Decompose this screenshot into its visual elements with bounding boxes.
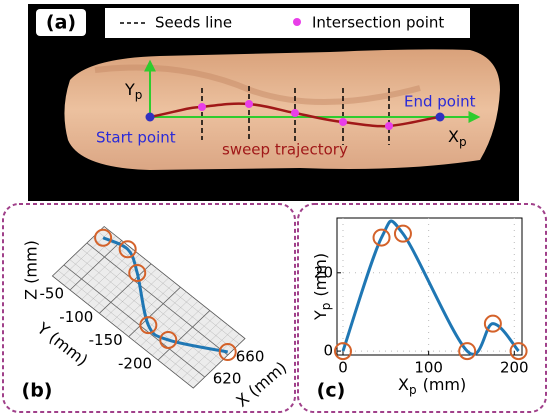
axis-label: Yp (mm): [311, 253, 333, 321]
figure: Seeds line Intersection point (a) Yp Xp …: [0, 0, 549, 416]
y-tick-label: -200: [118, 355, 152, 373]
axis-label-sub: p: [319, 303, 333, 311]
axis-label: Xp (mm): [398, 375, 466, 397]
x-tick-label: 660: [236, 348, 265, 366]
y-tick-label: -150: [89, 331, 123, 349]
start-label: Start point: [96, 129, 176, 147]
axis-label-main: X: [398, 375, 409, 394]
axis-label-main: Y: [311, 310, 330, 321]
legend-label: Seeds line: [155, 14, 232, 32]
end-label: End point: [404, 93, 476, 111]
y-tick-label: -50: [40, 285, 65, 303]
y-tick-label: 0: [323, 342, 333, 360]
panel-label: (b): [22, 380, 53, 402]
panel-label: (c): [317, 380, 346, 402]
axis-label-sub: p: [459, 135, 467, 149]
x-tick-label: 200: [500, 359, 529, 377]
axis-label-main: Y: [124, 80, 135, 99]
axis-label-unit: (mm): [311, 253, 330, 297]
y-tick-label: -100: [59, 308, 93, 326]
end-dot: [436, 113, 445, 122]
panel-label: (a): [46, 12, 76, 34]
legend-label: Intersection point: [312, 14, 444, 32]
axis-label-sub: p: [135, 88, 143, 102]
z-axis-label: Z (mm): [22, 240, 41, 300]
trajectory-label: sweep trajectory: [222, 141, 348, 159]
start-dot: [146, 113, 155, 122]
axis-label-unit: (mm): [423, 375, 467, 394]
x-tick-label: 620: [213, 370, 242, 388]
axis-label-sub: p: [409, 383, 417, 397]
legend-dot: [293, 18, 301, 26]
axis-label-main: X: [448, 127, 459, 146]
x-tick-label: 0: [338, 359, 348, 377]
panel-a: Seeds line Intersection point (a) Yp Xp …: [28, 4, 519, 201]
